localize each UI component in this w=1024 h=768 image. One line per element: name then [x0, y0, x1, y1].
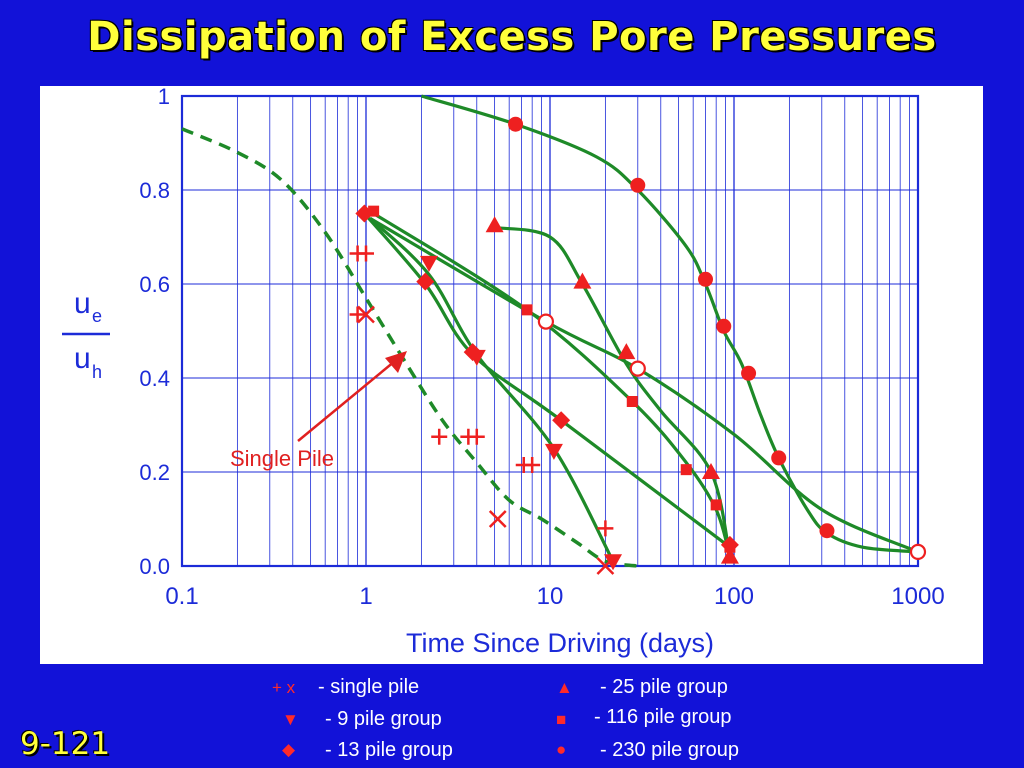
data-point-triangle-down [604, 554, 623, 571]
y-tick-label: 1 [158, 86, 170, 109]
x-tick-label: 1 [359, 583, 372, 610]
data-point-plus [524, 456, 541, 473]
slide-number: 9-121 [20, 726, 111, 762]
data-point-diamond [552, 411, 571, 430]
y-axis-label-numerator: u [74, 287, 91, 320]
data-point-triangle [702, 463, 721, 479]
data-point-plus [358, 245, 374, 262]
data-point-plus [349, 306, 366, 323]
data-point-triangle-down [420, 255, 439, 272]
data-point-circle [716, 318, 732, 334]
legend-symbol-25-pile-group: ▲ [556, 678, 573, 697]
data-point-x [357, 305, 375, 324]
legend-symbol-9-pile-group: ▼ [282, 710, 299, 729]
single-pile-annotation: Single Pile [230, 446, 334, 471]
data-point-diamond [416, 272, 435, 291]
y-axis-label-denominator-sub: h [92, 362, 102, 382]
data-point-triangle-down [544, 443, 563, 460]
legend-label-single-pile: - single pile [318, 676, 420, 698]
single-pile-dashed-curve [181, 127, 639, 568]
x-tick-label: 100 [714, 583, 754, 610]
data-point-plus [468, 428, 485, 445]
y-tick-label: 0.4 [139, 366, 170, 391]
data-point-x [488, 510, 507, 528]
chart-markers [349, 116, 927, 575]
curve-diamond [363, 212, 731, 549]
data-point-square [680, 464, 692, 476]
legend-label-13-pile-group: - 13 pile group [325, 739, 453, 761]
data-point-open-circle [629, 360, 646, 377]
chart-axes [180, 94, 920, 568]
curve-open-circle [369, 216, 919, 554]
curve-triangle [494, 226, 732, 557]
legend-symbol-13-pile-group: ◆ [282, 740, 296, 759]
y-tick-label: 0.2 [139, 460, 170, 485]
x-tick-label: 10 [537, 583, 564, 610]
data-point-circle [819, 523, 835, 539]
legend-label-25-pile-group: - 25 pile group [600, 676, 728, 698]
legend-symbol-single-pile: + x [272, 678, 296, 697]
data-point-square [724, 541, 736, 553]
x-tick-label: 0.1 [165, 583, 198, 610]
data-point-plus [431, 428, 448, 445]
x-axis-label: Time Since Driving (days) [406, 628, 714, 658]
y-tick-label: 0.6 [139, 272, 170, 297]
y-axis-label-denominator: u [74, 342, 91, 375]
data-point-square [626, 396, 638, 407]
y-tick-label: 0.0 [139, 554, 170, 579]
chart-labels: 0.1 1 10 100 1000 0.0 0.2 0.4 0.6 0.8 1 Time Since … [62, 86, 945, 658]
y-axis-label-numerator-sub: e [92, 306, 102, 326]
data-point-open-circle [537, 313, 555, 330]
legend-label-9-pile-group: - 9 pile group [325, 708, 442, 730]
plot-frame [180, 94, 920, 568]
chart-grid [181, 95, 919, 567]
legend-symbol-230-pile-group: ● [556, 740, 567, 759]
legend-label-230-pile-group: - 230 pile group [600, 739, 739, 761]
data-point-circle [697, 271, 713, 287]
x-tick-label: 1000 [891, 583, 944, 610]
data-point-circle [630, 177, 646, 193]
legend-label-116-pile-group: - 116 pile group [594, 706, 732, 728]
annotation-arrow-line [297, 360, 396, 442]
y-tick-label: 0.8 [139, 178, 170, 203]
data-point-square [710, 499, 722, 511]
data-point-circle [508, 116, 524, 132]
pore-pressure-chart: 0.1 1 10 100 1000 0.0 0.2 0.4 0.6 0.8 1 Time Since … [62, 86, 945, 658]
data-point-plus [597, 520, 614, 537]
data-point-diamond [463, 343, 482, 362]
data-point-circle [771, 450, 787, 466]
data-point-circle [741, 365, 757, 381]
chart-panel: 0.1 1 10 100 1000 0.0 0.2 0.4 0.6 0.8 1 Time Since … [40, 86, 983, 664]
data-point-square [368, 205, 380, 217]
legend-symbol-116-pile-group: ■ [556, 710, 567, 729]
data-point-triangle [720, 547, 739, 564]
data-point-open-circle [909, 543, 927, 560]
data-point-triangle [617, 343, 636, 360]
data-point-square [521, 304, 533, 316]
curve-triangle-down [368, 217, 615, 563]
data-point-triangle [573, 272, 592, 289]
annotation-arrow-head [385, 351, 407, 373]
data-point-triangle [485, 216, 504, 233]
slide-title: Dissipation of Excess Pore Pressures [87, 14, 937, 60]
